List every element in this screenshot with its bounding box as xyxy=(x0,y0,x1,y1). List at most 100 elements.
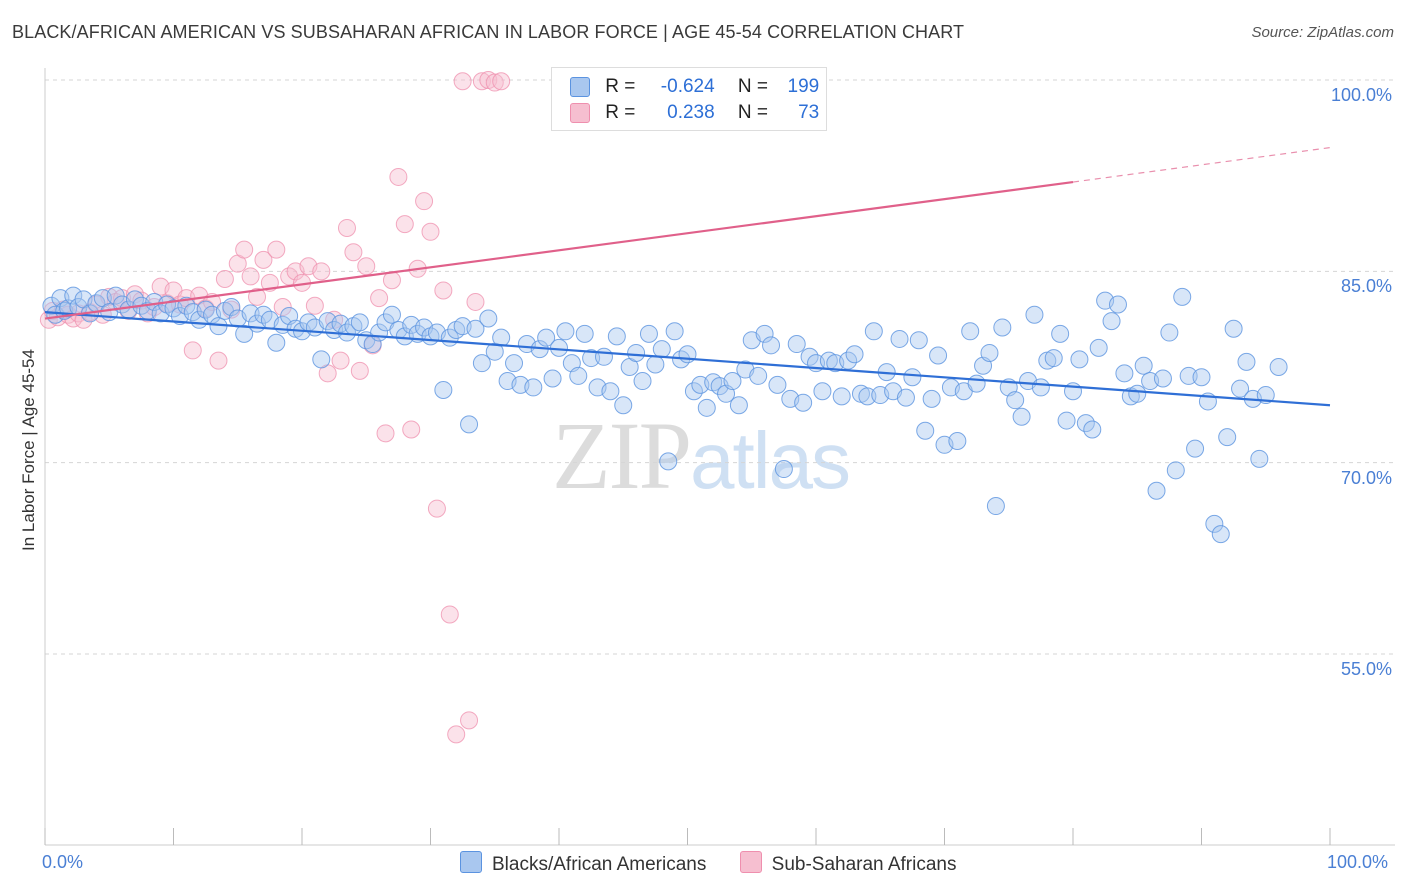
data-point-blacks xyxy=(241,304,260,323)
data-point-blacks xyxy=(312,350,331,369)
data-point-blacks xyxy=(177,296,196,315)
series-blacks-african-americans xyxy=(42,286,1288,544)
data-point-blacks xyxy=(1051,324,1070,343)
legend-r-value-pink: 0.238 xyxy=(667,102,715,123)
data-point-blacks xyxy=(896,388,915,407)
data-point-blacks xyxy=(1173,287,1192,306)
y-tick-label: 85.0% xyxy=(1340,276,1392,297)
data-point-sub-saharan xyxy=(440,605,459,624)
data-point-blacks xyxy=(967,374,986,393)
data-point-blacks xyxy=(537,328,556,347)
legend-n-value-blue: 199 xyxy=(787,76,820,97)
data-point-blacks xyxy=(729,396,748,415)
data-point-blacks xyxy=(1128,384,1147,403)
data-point-sub-saharan xyxy=(415,192,434,211)
watermark: ZIPatlas xyxy=(552,402,851,509)
data-point-blacks xyxy=(575,324,594,343)
data-point-blacks xyxy=(1179,366,1198,385)
legend-row-pink: R = 0.238 N = 73 xyxy=(570,102,819,126)
data-point-blacks xyxy=(235,324,254,343)
legend-item-blacks: Blacks/African Americans xyxy=(460,851,706,876)
legend-n-label: N = xyxy=(737,102,768,123)
data-point-blacks xyxy=(594,347,613,366)
data-point-sub-saharan xyxy=(447,725,466,744)
data-point-blacks xyxy=(1025,305,1044,324)
trend-line-blacks xyxy=(44,311,1331,407)
data-point-sub-saharan xyxy=(241,267,260,286)
data-point-sub-saharan xyxy=(331,351,350,370)
data-point-blacks xyxy=(556,322,575,341)
data-point-blacks xyxy=(800,347,819,366)
data-point-blacks xyxy=(350,313,369,332)
trend-lines xyxy=(44,147,1331,407)
data-point-blacks xyxy=(639,324,658,343)
data-point-blacks xyxy=(762,336,781,355)
data-point-blacks xyxy=(627,343,646,362)
data-point-sub-saharan xyxy=(460,711,479,730)
data-point-sub-saharan xyxy=(389,167,408,186)
data-point-sub-saharan xyxy=(402,420,421,439)
data-point-blacks xyxy=(903,368,922,387)
data-point-blacks xyxy=(505,354,524,373)
legend-n-label: N = xyxy=(737,76,768,97)
data-point-blacks xyxy=(1211,525,1230,544)
data-point-blacks xyxy=(1160,323,1179,342)
data-point-blacks xyxy=(794,393,813,412)
x-tick-label-min: 0.0% xyxy=(42,852,84,872)
data-point-sub-saharan xyxy=(209,351,228,370)
data-point-blacks xyxy=(1250,449,1269,468)
data-point-blacks xyxy=(1108,295,1127,314)
chart-title: BLACK/AFRICAN AMERICAN VS SUBSAHARAN AFR… xyxy=(12,22,965,42)
data-point-blacks xyxy=(1006,391,1025,410)
data-point-blacks xyxy=(813,382,832,401)
data-point-blacks xyxy=(768,375,787,394)
data-point-sub-saharan xyxy=(183,341,202,360)
data-point-sub-saharan xyxy=(125,285,144,304)
data-point-blacks xyxy=(909,331,928,350)
data-point-sub-saharan xyxy=(472,72,491,91)
data-point-blacks xyxy=(1186,439,1205,458)
data-point-blacks xyxy=(1153,369,1172,388)
legend-item-subsaharan: Sub-Saharan Africans xyxy=(739,851,956,876)
data-point-blacks xyxy=(858,387,877,406)
correlation-legend: R = -0.624 N = 199 R = 0.238 N = 73 xyxy=(551,67,827,131)
data-point-blacks xyxy=(749,366,768,385)
y-tick-label: 100.0% xyxy=(1330,85,1392,105)
legend-n-value-pink: 73 xyxy=(798,102,820,123)
data-point-sub-saharan xyxy=(421,222,440,241)
data-point-sub-saharan xyxy=(357,257,376,276)
data-point-blacks xyxy=(1115,364,1134,383)
data-point-sub-saharan xyxy=(344,243,363,262)
data-point-sub-saharan xyxy=(395,215,414,234)
source-label: Source: ZipAtlas.com xyxy=(1251,24,1394,41)
data-point-blacks xyxy=(1012,407,1031,426)
data-point-blacks xyxy=(845,345,864,364)
legend-swatch-blue xyxy=(570,76,590,97)
data-point-blacks xyxy=(382,305,401,324)
data-point-blacks xyxy=(1205,514,1224,533)
data-point-sub-saharan xyxy=(434,281,453,300)
data-point-blacks xyxy=(267,333,286,352)
data-point-blacks xyxy=(1031,378,1050,397)
trend-line-sub-saharan xyxy=(44,180,1074,320)
data-point-sub-saharan xyxy=(248,287,267,306)
data-point-sub-saharan xyxy=(485,73,504,92)
series-sub-saharan-africans xyxy=(39,71,511,744)
data-point-blacks xyxy=(543,369,562,388)
data-point-blacks xyxy=(64,286,83,305)
data-point-blacks xyxy=(697,398,716,417)
data-point-blacks xyxy=(1237,352,1256,371)
data-point-blacks xyxy=(922,389,941,408)
data-point-blacks xyxy=(839,351,858,370)
data-point-blacks xyxy=(890,329,909,348)
data-point-blacks xyxy=(1102,312,1121,331)
legend-swatch-pink xyxy=(739,851,762,873)
data-point-blacks xyxy=(774,460,793,479)
data-point-blacks xyxy=(125,290,144,309)
data-point-sub-saharan xyxy=(350,361,369,380)
data-point-sub-saharan xyxy=(215,269,234,288)
y-axis-label: In Labor Force | Age 45-54 xyxy=(19,349,38,551)
data-point-blacks xyxy=(1224,319,1243,338)
data-point-blacks xyxy=(832,387,851,406)
y-axis-label-wrap: In Labor Force | Age 45-54 xyxy=(17,300,41,600)
